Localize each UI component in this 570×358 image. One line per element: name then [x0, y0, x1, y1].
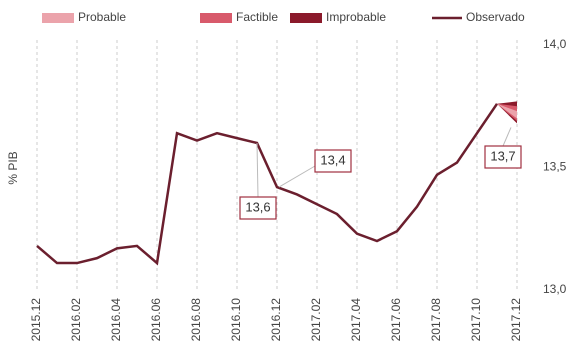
annotation-box — [239, 196, 277, 220]
x-tick-label: 2017.06 — [389, 298, 403, 342]
x-tick-label: 2016.12 — [269, 298, 283, 342]
annotation: 13,7 — [490, 148, 515, 163]
x-tick-label: 2017.10 — [469, 298, 483, 342]
x-tick-label: 2017.08 — [429, 298, 443, 342]
y-tick-label: 13,0 — [543, 282, 567, 296]
fan-band — [497, 103, 517, 119]
legend-swatch — [290, 13, 322, 23]
annotation-leader — [256, 142, 259, 198]
y-tick-label: 13,5 — [543, 160, 567, 174]
legend-swatch — [42, 13, 74, 23]
x-tick-label: 2016.02 — [69, 298, 83, 342]
x-tick-label: 2016.04 — [109, 298, 123, 342]
x-tick-label: 2017.12 — [509, 298, 523, 342]
x-tick-label: 2016.10 — [229, 298, 243, 342]
x-tick-label: 2015.12 — [29, 298, 43, 342]
y-tick-label: 14,0 — [543, 37, 567, 51]
legend-label: Improbable — [326, 10, 386, 24]
annotation: 13,4 — [320, 152, 345, 167]
series-line — [36, 103, 499, 266]
annotation: 13,6 — [245, 199, 270, 214]
x-tick-label: 2016.06 — [149, 298, 163, 342]
annotation-leader — [278, 165, 316, 188]
y-axis-label: % PIB — [6, 151, 20, 184]
annotation-leader — [502, 127, 512, 147]
annotation-box — [314, 149, 352, 173]
annotation-box — [484, 145, 522, 169]
x-tick-label: 2016.08 — [189, 298, 203, 342]
fan-band — [497, 103, 517, 121]
legend-label: Factible — [236, 10, 278, 24]
legend-swatch — [200, 13, 232, 23]
legend-label: Observado — [466, 10, 525, 24]
x-tick-label: 2017.04 — [349, 298, 363, 342]
legend-label: Probable — [78, 10, 126, 24]
x-tick-label: 2017.02 — [309, 298, 323, 342]
